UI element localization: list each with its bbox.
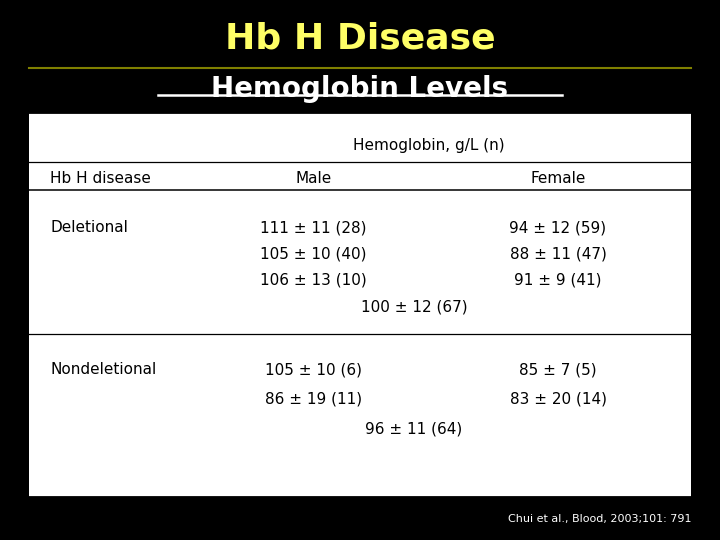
FancyBboxPatch shape: [29, 113, 691, 497]
Text: Hb H Disease: Hb H Disease: [225, 22, 495, 56]
Text: 106 ± 13 (10): 106 ± 13 (10): [260, 272, 366, 287]
Text: Chui et al., Blood, 2003;101: 791: Chui et al., Blood, 2003;101: 791: [508, 514, 691, 524]
Text: 88 ± 11 (47): 88 ± 11 (47): [510, 246, 606, 261]
Text: 105 ± 10 (6): 105 ± 10 (6): [265, 362, 361, 377]
Text: Male: Male: [295, 171, 331, 186]
Text: 96 ± 11 (64): 96 ± 11 (64): [365, 422, 463, 437]
Text: Female: Female: [531, 171, 585, 186]
Text: Hemoglobin Levels: Hemoglobin Levels: [212, 75, 508, 103]
Text: Hb H disease: Hb H disease: [50, 171, 151, 186]
Text: 111 ± 11 (28): 111 ± 11 (28): [260, 220, 366, 235]
Text: 85 ± 7 (5): 85 ± 7 (5): [519, 362, 597, 377]
Text: 86 ± 19 (11): 86 ± 19 (11): [265, 391, 361, 406]
Text: 94 ± 12 (59): 94 ± 12 (59): [510, 220, 606, 235]
Text: 91 ± 9 (41): 91 ± 9 (41): [514, 272, 602, 287]
Text: 100 ± 12 (67): 100 ± 12 (67): [361, 299, 467, 314]
Text: Hemoglobin, g/L (n): Hemoglobin, g/L (n): [353, 138, 504, 153]
Text: Deletional: Deletional: [50, 220, 128, 235]
Text: Nondeletional: Nondeletional: [50, 362, 157, 377]
Text: 83 ± 20 (14): 83 ± 20 (14): [510, 391, 606, 406]
Text: 105 ± 10 (40): 105 ± 10 (40): [260, 246, 366, 261]
